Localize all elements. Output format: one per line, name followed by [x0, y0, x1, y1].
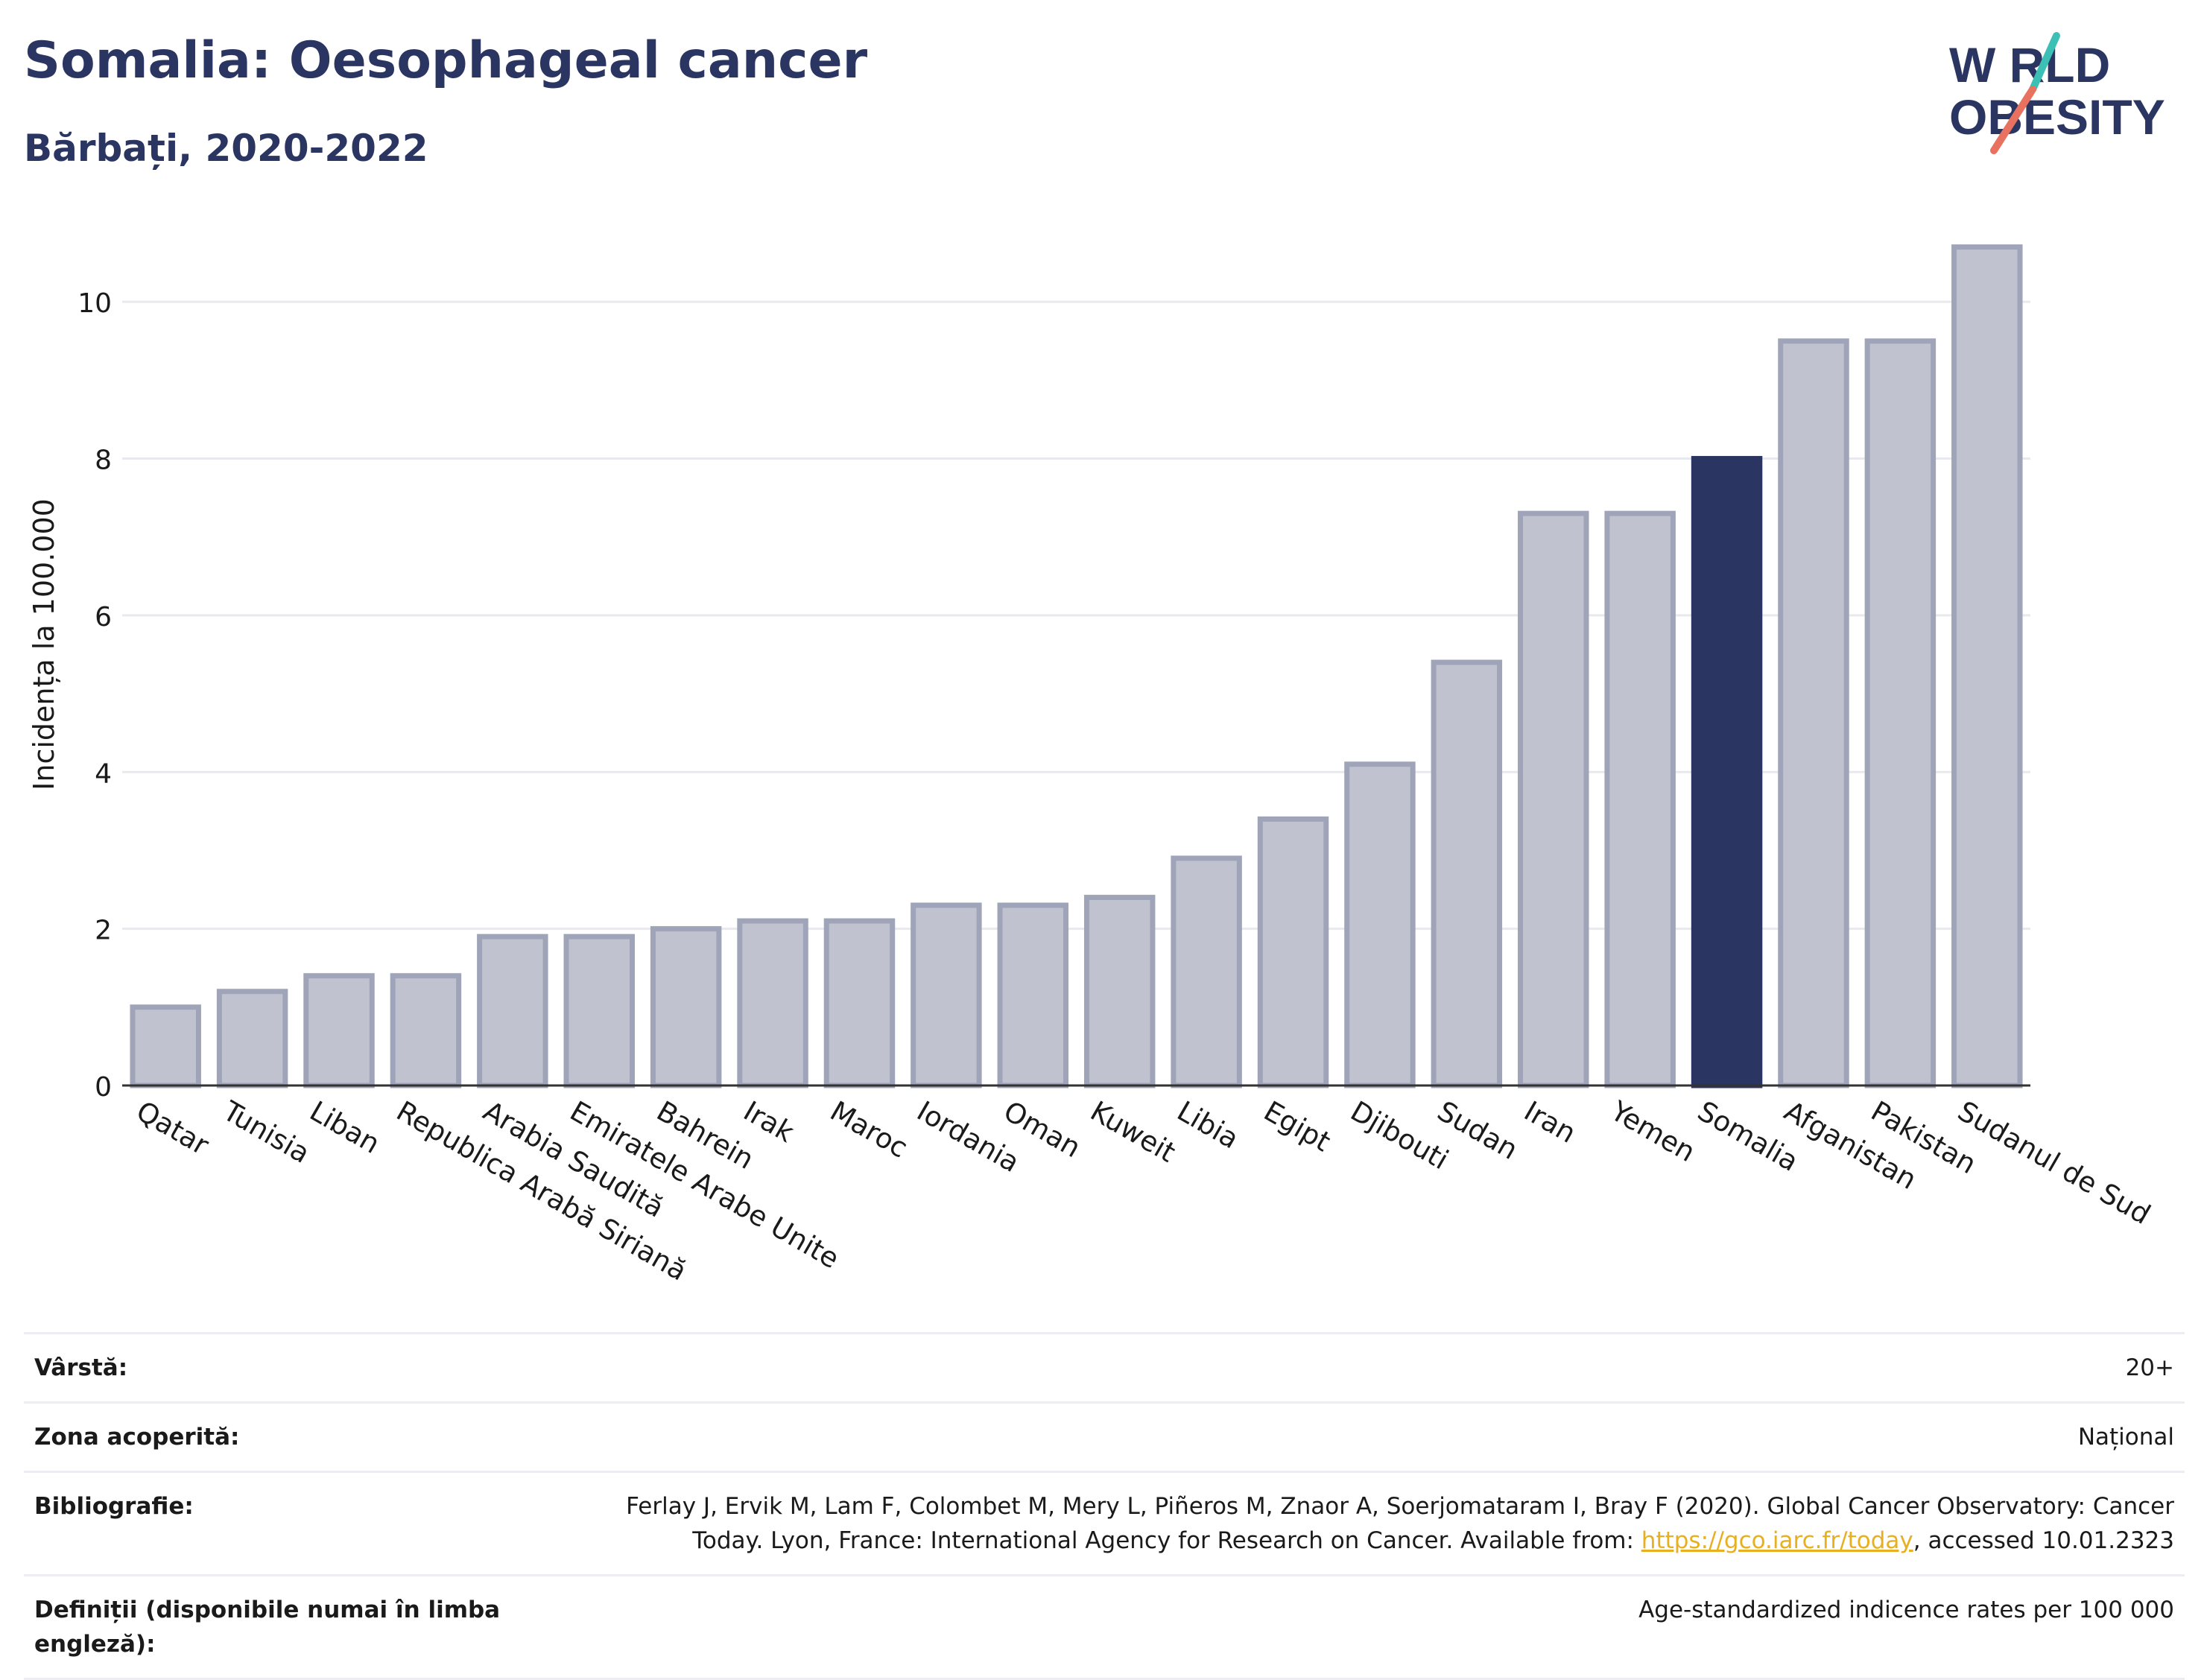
bibliography-value: Ferlay J, Ervik M, Lam F, Colombet M, Me…: [522, 1471, 2185, 1576]
x-tick-label: Egipt: [1258, 1095, 1336, 1158]
logo-line-1: W RLD: [1949, 37, 2110, 92]
age-value: 20+: [522, 1332, 2185, 1403]
bar-iran[interactable]: [1518, 510, 1589, 1088]
world-obesity-logo: W RLD OBESITY: [1949, 32, 2165, 154]
bar-sudan[interactable]: [1431, 659, 1503, 1088]
chart-title: Somalia: Oesophageal cancer: [24, 31, 868, 90]
bar-liban[interactable]: [303, 973, 375, 1088]
bar-arabia-saudită[interactable]: [477, 933, 548, 1088]
info-row-bibliography: Bibliografie: Ferlay J, Ervik M, Lam F, …: [24, 1471, 2185, 1576]
y-tick-label: 2: [95, 916, 112, 946]
bar-irak[interactable]: [737, 918, 808, 1088]
bibliography-label: Bibliografie:: [24, 1471, 522, 1576]
bar-yemen[interactable]: [1604, 510, 1676, 1088]
info-table: Vârstă: 20+ Zona acoperită: Național Bib…: [24, 1332, 2185, 1680]
logo-slash-coral: [1990, 86, 2036, 154]
bar-republica-arabă-siriană[interactable]: [390, 973, 462, 1088]
x-tick-label: Iran: [1519, 1095, 1581, 1150]
x-tick-label: Maroc: [825, 1095, 913, 1164]
x-tick-label: Sudanul de Sud: [1952, 1095, 2156, 1231]
bibliography-line-2: Today. Lyon, France: International Agenc…: [692, 1527, 1641, 1554]
x-tick-label: Qatar: [131, 1095, 215, 1162]
logo-line-2: OBESITY: [1949, 89, 2165, 145]
definitions-label: Definiții (disponibile numai în limba en…: [24, 1574, 522, 1680]
bibliography-accessed: , accessed 10.01.2323: [1913, 1527, 2174, 1554]
bar-somalia[interactable]: [1691, 456, 1763, 1088]
coverage-value: Național: [522, 1401, 2185, 1472]
logo-slash-teal: [2029, 32, 2060, 93]
info-row-coverage: Zona acoperită: Național: [24, 1401, 2185, 1472]
bar-emiratele-arabe-unite[interactable]: [563, 933, 635, 1088]
info-row-definitions: Definiții (disponibile numai în limba en…: [24, 1574, 2185, 1680]
y-tick-label: 4: [95, 758, 112, 789]
bar-tunisia[interactable]: [216, 989, 288, 1088]
bar-qatar[interactable]: [130, 1004, 201, 1088]
bar-pakistan[interactable]: [1864, 338, 1937, 1088]
y-tick-label: 8: [95, 446, 112, 476]
x-tick-label: Tunisia: [217, 1094, 315, 1170]
bar-sudanul-de-sud[interactable]: [1951, 244, 2023, 1088]
x-tick-label: Djibouti: [1345, 1095, 1454, 1176]
x-tick-label: Kuweit: [1085, 1095, 1181, 1169]
x-tick-label: Yemen: [1605, 1094, 1701, 1168]
bibliography-line-1: Ferlay J, Ervik M, Lam F, Colombet M, Me…: [626, 1493, 2174, 1520]
bar-kuweit[interactable]: [1083, 895, 1156, 1088]
x-tick-label: Libia: [1172, 1095, 1244, 1156]
x-tick-label: Liban: [305, 1095, 386, 1160]
info-row-age: Vârstă: 20+: [24, 1332, 2185, 1403]
y-tick-label: 0: [95, 1072, 112, 1103]
bar-libia[interactable]: [1171, 855, 1242, 1088]
age-label: Vârstă:: [24, 1332, 522, 1403]
y-tick-label: 10: [77, 288, 112, 319]
y-axis-label: Incidența la 100.000: [28, 498, 60, 790]
bar-oman[interactable]: [997, 902, 1069, 1088]
bar-maroc[interactable]: [823, 918, 896, 1088]
bar-djibouti[interactable]: [1344, 761, 1416, 1088]
chart-subtitle: Bărbați, 2020-2022: [24, 127, 428, 170]
definitions-value: Age-standardized indicence rates per 100…: [522, 1574, 2185, 1680]
bars: [130, 244, 2023, 1088]
coverage-label: Zona acoperită:: [24, 1401, 522, 1472]
y-tick-label: 6: [95, 602, 112, 633]
bar-bahrein[interactable]: [650, 926, 722, 1088]
bar-iordania[interactable]: [911, 902, 982, 1088]
bar-afganistan[interactable]: [1778, 338, 1849, 1088]
bibliography-link[interactable]: https://gco.iarc.fr/today: [1641, 1527, 1913, 1554]
bar-egipt[interactable]: [1257, 816, 1329, 1088]
